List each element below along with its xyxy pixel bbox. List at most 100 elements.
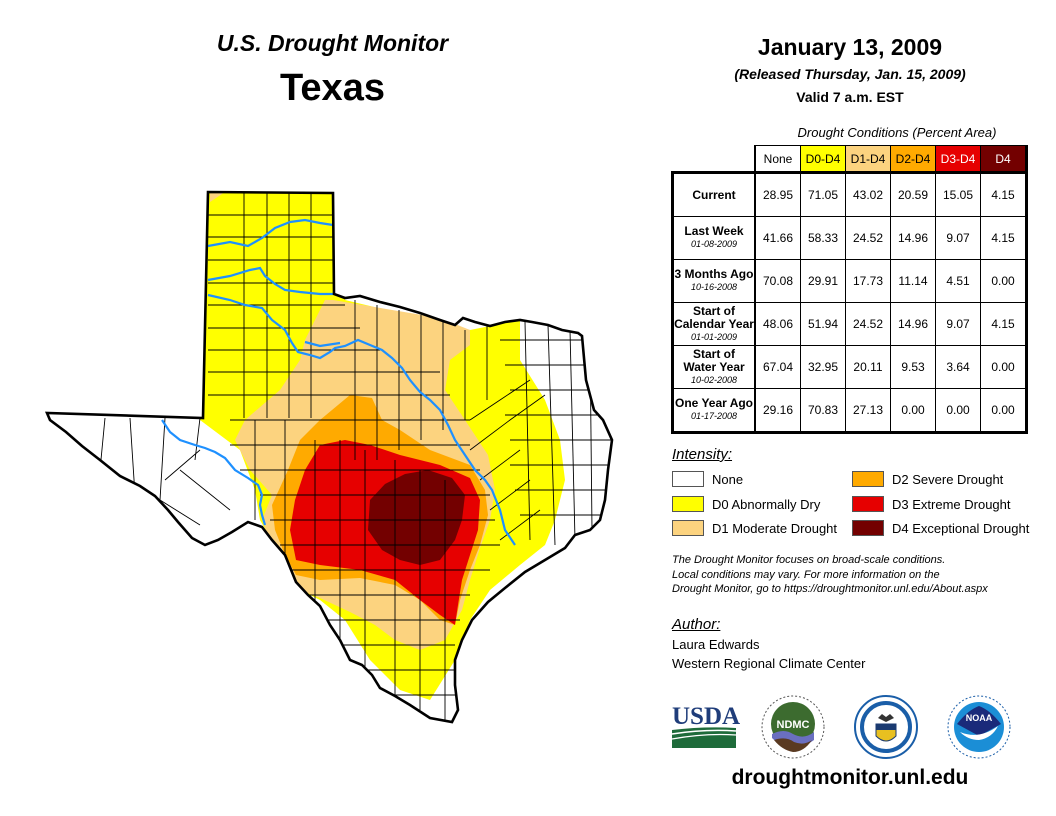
cell-d1-d4: 24.52 [845, 216, 891, 260]
release-date: (Released Thursday, Jan. 15, 2009) [734, 66, 966, 82]
row-date: 01-17-2008 [690, 411, 738, 421]
region-d4 [368, 470, 465, 565]
legend-item-d1: D1 Moderate Drought [672, 519, 837, 537]
cell-d4: 0.00 [980, 259, 1028, 303]
row-date: 01-08-2009 [690, 239, 738, 249]
col-header-d2-d4: D2-D4 [890, 145, 936, 173]
cell-d4: 0.00 [980, 388, 1028, 434]
row-label-text: Last Week [684, 224, 744, 238]
legend-label: D4 Exceptional Drought [892, 520, 1030, 536]
legend-swatch [672, 496, 704, 512]
cell-none: 70.08 [754, 259, 801, 303]
legend-item-d3: D3 Extreme Drought [852, 495, 1011, 513]
row-label: One Year Ago 01-17-2008 [671, 388, 756, 434]
cell-d0-d4: 58.33 [800, 216, 846, 260]
legend-item-none: None [672, 470, 743, 488]
cell-d0-d4: 71.05 [800, 171, 846, 217]
legend-swatch [852, 496, 884, 512]
legend-label: D3 Extreme Drought [892, 496, 1011, 512]
cell-none: 41.66 [754, 216, 801, 260]
cell-d2-d4: 20.59 [890, 171, 936, 217]
commerce-seal-logo [854, 695, 918, 759]
cell-d2-d4: 0.00 [890, 388, 936, 434]
cell-d1-d4: 27.13 [845, 388, 891, 434]
website-url[interactable]: droughtmonitor.unl.edu [731, 766, 969, 789]
disclaimer-line: Local conditions may vary. For more info… [672, 568, 940, 581]
legend-swatch [672, 520, 704, 536]
state-name: Texas [280, 67, 385, 109]
col-header-d3-d4: D3-D4 [935, 145, 981, 173]
drought-conditions-table: None D0-D4 D1-D4 D2-D4 D3-D4 D4 Current … [671, 145, 1028, 434]
row-date: 01-01-2009 [690, 331, 738, 342]
col-header-d4: D4 [980, 145, 1028, 173]
cell-d3-d4: 9.07 [935, 302, 981, 346]
cell-d3-d4: 0.00 [935, 388, 981, 434]
legend-label: None [712, 471, 744, 487]
legend-item-d2: D2 Severe Drought [852, 470, 1003, 488]
cell-d4: 4.15 [980, 302, 1028, 346]
cell-d1-d4: 24.52 [845, 302, 891, 346]
col-header-d1-d4: D1-D4 [845, 145, 891, 173]
cell-d0-d4: 29.91 [800, 259, 846, 303]
table-row-start-of-calendar-year: Start of Calendar Year 01-01-2009 48.06 5… [671, 302, 1028, 346]
cell-d4: 4.15 [980, 216, 1028, 260]
author-name: Laura Edwards [672, 637, 760, 652]
cell-none: 28.95 [754, 171, 801, 217]
cell-d0-d4: 70.83 [800, 388, 846, 434]
legend-item-d4: D4 Exceptional Drought [852, 519, 1029, 537]
col-header-none: None [754, 145, 801, 173]
row-label: Start of Water Year 10-02-2008 [671, 345, 756, 389]
row-date: 10-16-2008 [690, 282, 738, 292]
disclaimer-line: Drought Monitor, go to https://droughtmo… [672, 583, 988, 595]
row-label: Start of Calendar Year 01-01-2009 [671, 302, 756, 346]
cell-d0-d4: 32.95 [800, 345, 846, 389]
cell-none: 29.16 [754, 388, 801, 434]
row-label-text: Current [692, 187, 736, 202]
noaa-logo: NOAA [947, 695, 1011, 759]
author-title: Author: [672, 616, 721, 633]
cell-d3-d4: 15.05 [935, 171, 981, 217]
cell-d2-d4: 11.14 [890, 259, 936, 303]
table-row-current: Current 28.95 71.05 43.02 20.59 15.05 4.… [671, 171, 1028, 217]
cell-d2-d4: 9.53 [890, 345, 936, 389]
row-label: Last Week 01-08-2009 [671, 216, 756, 260]
cell-d1-d4: 17.73 [845, 259, 891, 303]
map-title: U.S. Drought Monitor [216, 30, 449, 56]
cell-d4: 4.15 [980, 171, 1028, 217]
row-label-text: Start of Calendar Year [674, 303, 754, 331]
cell-d1-d4: 20.11 [845, 345, 891, 389]
legend-label: D2 Severe Drought [892, 471, 1004, 487]
table-header-row: None D0-D4 D1-D4 D2-D4 D3-D4 D4 [672, 145, 1028, 173]
cell-d0-d4: 51.94 [800, 302, 846, 346]
table-row-last-week: Last Week 01-08-2009 41.66 58.33 24.52 14… [671, 216, 1028, 260]
cell-d4: 0.00 [980, 345, 1028, 389]
ndmc-logo-text: NDMC [777, 719, 810, 731]
legend-swatch [852, 520, 884, 536]
cell-d3-d4: 3.64 [935, 345, 981, 389]
legend-swatch [672, 471, 704, 487]
disclaimer-text: The Drought Monitor focuses on broad-sca… [672, 553, 1042, 597]
map-date: January 13, 2009 [757, 34, 943, 60]
legend-item-d0: D0 Abnormally Dry [672, 495, 820, 513]
legend-label: D0 Abnormally Dry [712, 496, 821, 512]
author-organization: Western Regional Climate Center [672, 656, 866, 671]
row-label: 3 Months Ago 10-16-2008 [671, 259, 756, 303]
cell-none: 48.06 [754, 302, 801, 346]
texas-drought-map [45, 190, 614, 724]
col-header-d0-d4: D0-D4 [800, 145, 846, 173]
legend-title: Intensity: [672, 446, 733, 463]
cell-d1-d4: 43.02 [845, 171, 891, 217]
cell-d3-d4: 4.51 [935, 259, 981, 303]
disclaimer-line: The Drought Monitor focuses on broad-sca… [672, 554, 946, 566]
row-label-text: One Year Ago [674, 396, 754, 410]
valid-time: Valid 7 a.m. EST [796, 89, 904, 105]
rivers [161, 218, 516, 546]
cell-d3-d4: 9.07 [935, 216, 981, 260]
legend-swatch [852, 471, 884, 487]
row-date: 10-02-2008 [690, 374, 738, 385]
noaa-logo-text: NOAA [966, 713, 993, 723]
table-caption: Drought Conditions (Percent Area) [797, 125, 997, 140]
table-row-start-of-water-year: Start of Water Year 10-02-2008 67.04 32.9… [671, 345, 1028, 389]
row-label: Current [671, 171, 756, 217]
table-row-one-year-ago: One Year Ago 01-17-2008 29.16 70.83 27.13… [671, 388, 1028, 434]
